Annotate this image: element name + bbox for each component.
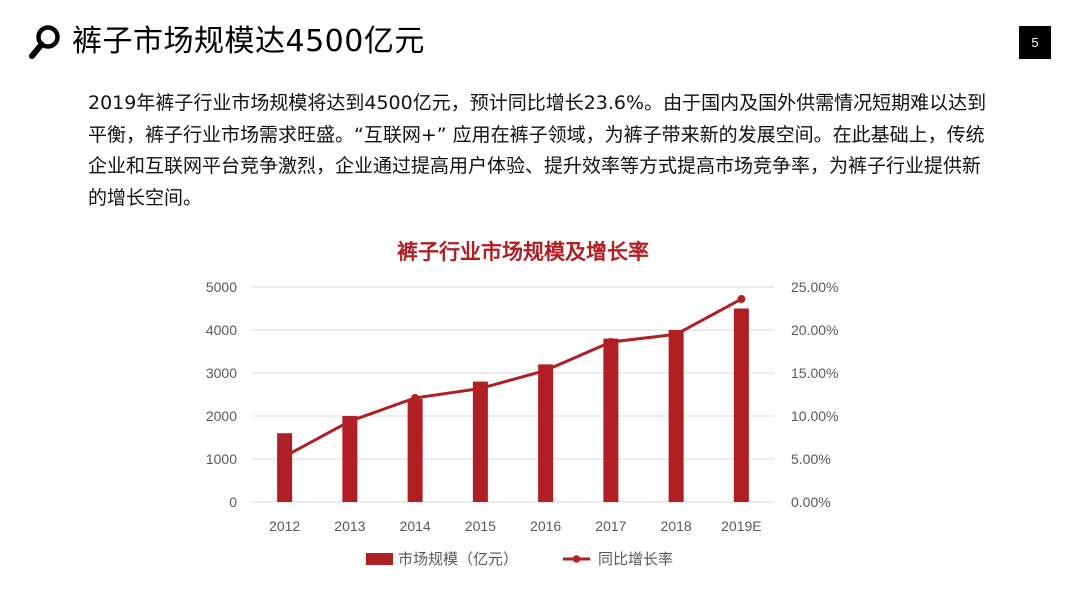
slide-title: 裤子市场规模达4500亿元 [72, 24, 425, 59]
bar [407, 398, 423, 502]
bar-series [277, 308, 749, 502]
search-icon [29, 25, 60, 59]
line-point [411, 393, 420, 402]
y-left-tick-label: 2000 [206, 408, 237, 424]
page-number: 5 [1019, 26, 1051, 59]
y-right-tick-label: 0.00% [791, 494, 831, 510]
line-point [737, 295, 746, 304]
bar [668, 330, 684, 502]
legend-label-line: 同比增长率 [598, 550, 673, 568]
y-right-tick-label: 10.00% [791, 408, 838, 424]
body-paragraph: 2019年裤子行业市场规模将达到4500亿元，预计同比增长23.6%。由于国内及… [88, 92, 987, 209]
growth-line [283, 297, 743, 458]
bar [277, 433, 293, 502]
legend-label-bar: 市场规模（亿元） [398, 550, 518, 568]
legend-swatch-bar [366, 553, 393, 565]
bar [538, 364, 554, 502]
x-tick-label: 2017 [595, 518, 626, 534]
gridlines [252, 286, 774, 503]
bar [472, 381, 488, 502]
x-tick-label: 2016 [530, 518, 561, 534]
y-left-tick-label: 0 [229, 494, 237, 510]
y-right-tick-label: 15.00% [791, 365, 838, 381]
title-row: 裤子市场规模达4500亿元 [28, 22, 425, 62]
y-left-tick-label: 1000 [206, 451, 237, 467]
x-tick-label: 2018 [661, 518, 692, 534]
line-point [606, 338, 615, 347]
y-right-tick-label: 20.00% [791, 322, 838, 338]
x-tick-label: 2014 [400, 518, 431, 534]
y-right-tick-label: 5.00% [791, 451, 831, 467]
line-point [672, 330, 681, 339]
x-tick-label: 2015 [465, 518, 496, 534]
y-left-tick-label: 3000 [206, 365, 237, 381]
line-point [345, 417, 354, 426]
x-tick-label: 2013 [334, 518, 365, 534]
x-tick-label: 2012 [269, 518, 300, 534]
line-series [280, 295, 746, 461]
x-tick-label: 2019E [721, 518, 761, 534]
line-point [476, 384, 485, 393]
bar [733, 308, 749, 502]
line-point [280, 452, 289, 461]
chart-title: 裤子行业市场规模及增长率 [397, 240, 649, 264]
bar [603, 338, 619, 502]
legend-swatch-marker [572, 555, 581, 563]
axes: 0 1000 2000 3000 4000 5000 0.00% 5.00% 10.00% 15.… [206, 279, 839, 534]
bar [342, 416, 358, 502]
line-point [541, 366, 550, 375]
y-left-tick-label: 5000 [206, 279, 237, 295]
legend: 市场规模（亿元） 同比增长率 [366, 550, 673, 568]
y-right-tick-label: 25.00% [791, 279, 838, 295]
y-left-tick-label: 4000 [206, 322, 237, 338]
